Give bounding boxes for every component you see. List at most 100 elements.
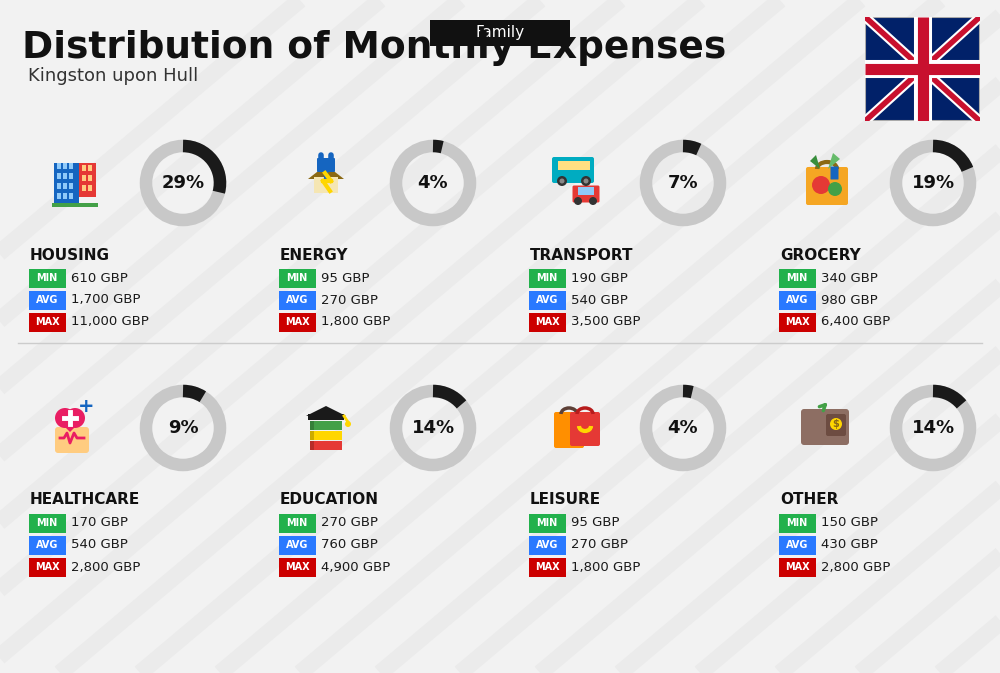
Text: LEISURE: LEISURE: [530, 493, 601, 507]
Polygon shape: [308, 165, 344, 179]
Text: MIN: MIN: [786, 273, 808, 283]
Text: 270 GBP: 270 GBP: [321, 516, 378, 530]
Text: MAX: MAX: [535, 317, 559, 327]
FancyBboxPatch shape: [88, 175, 92, 181]
Text: 540 GBP: 540 GBP: [71, 538, 128, 551]
FancyBboxPatch shape: [69, 163, 73, 169]
Text: $: $: [833, 419, 839, 429]
Text: 4,900 GBP: 4,900 GBP: [321, 561, 390, 573]
Text: 760 GBP: 760 GBP: [321, 538, 378, 551]
Text: 2,800 GBP: 2,800 GBP: [821, 561, 890, 573]
FancyBboxPatch shape: [278, 513, 316, 532]
Text: 190 GBP: 190 GBP: [571, 271, 628, 285]
Text: 2,800 GBP: 2,800 GBP: [71, 561, 140, 573]
FancyBboxPatch shape: [310, 431, 342, 440]
FancyBboxPatch shape: [57, 163, 61, 169]
FancyBboxPatch shape: [566, 160, 574, 170]
Text: MIN: MIN: [36, 518, 58, 528]
FancyBboxPatch shape: [57, 193, 61, 199]
Text: OTHER: OTHER: [780, 493, 838, 507]
FancyBboxPatch shape: [778, 557, 816, 577]
Text: MIN: MIN: [286, 273, 308, 283]
Text: AVG: AVG: [286, 295, 308, 305]
Text: 7%: 7%: [668, 174, 698, 192]
Circle shape: [589, 197, 597, 205]
Circle shape: [584, 178, 588, 184]
FancyBboxPatch shape: [28, 269, 66, 287]
Circle shape: [830, 418, 842, 430]
Text: HOUSING: HOUSING: [30, 248, 110, 262]
FancyBboxPatch shape: [88, 185, 92, 191]
FancyBboxPatch shape: [28, 557, 66, 577]
FancyBboxPatch shape: [801, 409, 849, 445]
Text: 270 GBP: 270 GBP: [321, 293, 378, 306]
Circle shape: [65, 408, 85, 428]
Text: MAX: MAX: [785, 562, 809, 572]
Text: MAX: MAX: [535, 562, 559, 572]
FancyBboxPatch shape: [778, 291, 816, 310]
FancyBboxPatch shape: [28, 312, 66, 332]
FancyBboxPatch shape: [63, 183, 67, 189]
Text: 19%: 19%: [911, 174, 955, 192]
FancyBboxPatch shape: [278, 557, 316, 577]
Text: 14%: 14%: [911, 419, 955, 437]
Text: AVG: AVG: [36, 540, 58, 550]
Polygon shape: [810, 155, 820, 169]
Text: Distribution of Monthly Expenses: Distribution of Monthly Expenses: [22, 30, 726, 66]
Text: MAX: MAX: [35, 317, 59, 327]
Text: 430 GBP: 430 GBP: [821, 538, 878, 551]
FancyBboxPatch shape: [830, 166, 838, 180]
FancyBboxPatch shape: [310, 441, 314, 450]
FancyBboxPatch shape: [28, 513, 66, 532]
Text: MIN: MIN: [536, 273, 558, 283]
Text: AVG: AVG: [786, 295, 808, 305]
Circle shape: [560, 178, 564, 184]
Text: 1,700 GBP: 1,700 GBP: [71, 293, 140, 306]
Circle shape: [828, 182, 842, 196]
FancyBboxPatch shape: [278, 536, 316, 555]
Polygon shape: [56, 418, 84, 432]
FancyBboxPatch shape: [554, 412, 584, 448]
Text: AVG: AVG: [536, 295, 558, 305]
Text: 170 GBP: 170 GBP: [71, 516, 128, 530]
Text: 9%: 9%: [168, 419, 198, 437]
Text: 610 GBP: 610 GBP: [71, 271, 128, 285]
Text: Family: Family: [475, 26, 525, 40]
Text: Kingston upon Hull: Kingston upon Hull: [28, 67, 198, 85]
FancyBboxPatch shape: [88, 165, 92, 171]
Text: AVG: AVG: [786, 540, 808, 550]
Text: 540 GBP: 540 GBP: [571, 293, 628, 306]
FancyBboxPatch shape: [570, 412, 600, 446]
Circle shape: [581, 176, 591, 186]
FancyBboxPatch shape: [28, 291, 66, 310]
Polygon shape: [828, 153, 840, 169]
FancyBboxPatch shape: [310, 421, 342, 430]
Text: MIN: MIN: [786, 518, 808, 528]
FancyBboxPatch shape: [63, 193, 67, 199]
FancyBboxPatch shape: [806, 167, 848, 205]
FancyBboxPatch shape: [310, 441, 342, 450]
FancyBboxPatch shape: [308, 414, 344, 420]
FancyBboxPatch shape: [63, 163, 67, 169]
Text: MIN: MIN: [36, 273, 58, 283]
Text: MAX: MAX: [285, 562, 309, 572]
Text: 95 GBP: 95 GBP: [571, 516, 620, 530]
FancyBboxPatch shape: [578, 187, 594, 195]
FancyBboxPatch shape: [52, 203, 98, 207]
Circle shape: [345, 421, 351, 427]
FancyBboxPatch shape: [314, 177, 338, 193]
Text: 270 GBP: 270 GBP: [571, 538, 628, 551]
Text: TRANSPORT: TRANSPORT: [530, 248, 634, 262]
Text: 340 GBP: 340 GBP: [821, 271, 878, 285]
FancyBboxPatch shape: [778, 269, 816, 287]
Text: EDUCATION: EDUCATION: [280, 493, 379, 507]
Text: MAX: MAX: [285, 317, 309, 327]
Text: 1,800 GBP: 1,800 GBP: [321, 316, 390, 328]
Circle shape: [557, 176, 567, 186]
FancyBboxPatch shape: [528, 312, 566, 332]
FancyBboxPatch shape: [278, 269, 316, 287]
Text: 29%: 29%: [161, 174, 205, 192]
Text: 4%: 4%: [668, 419, 698, 437]
Text: AVG: AVG: [36, 295, 58, 305]
FancyBboxPatch shape: [528, 557, 566, 577]
